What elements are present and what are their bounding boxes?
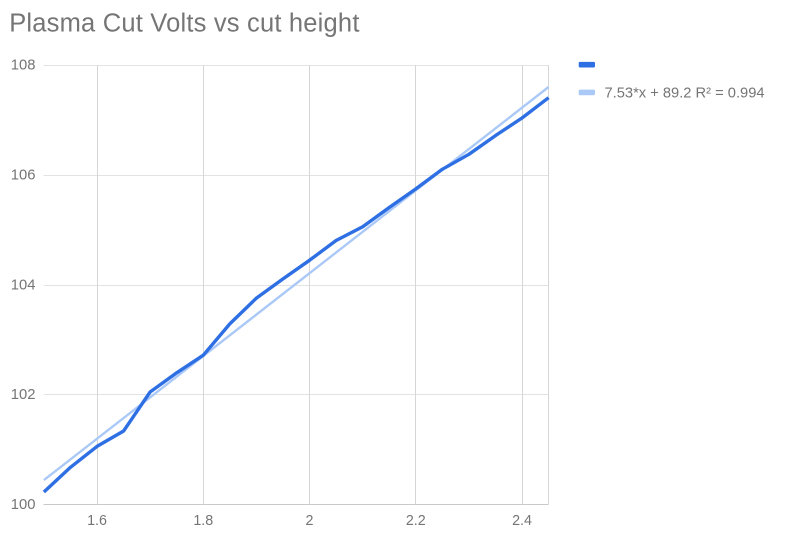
svg-text:1.8: 1.8 [193, 513, 213, 529]
svg-text:104: 104 [11, 277, 36, 293]
svg-text:1.6: 1.6 [87, 513, 107, 529]
svg-text:100: 100 [11, 497, 36, 513]
svg-text:2: 2 [306, 513, 314, 529]
svg-text:106: 106 [11, 167, 36, 183]
svg-text:Plasma Cut Volts vs cut height: Plasma Cut Volts vs cut height [9, 9, 359, 37]
svg-text:2.2: 2.2 [406, 513, 426, 529]
svg-text:102: 102 [11, 387, 36, 403]
svg-text:108: 108 [11, 58, 36, 74]
svg-text:7.53*x + 89.2 R² = 0.994: 7.53*x + 89.2 R² = 0.994 [605, 85, 765, 101]
svg-text:2.4: 2.4 [512, 513, 532, 529]
